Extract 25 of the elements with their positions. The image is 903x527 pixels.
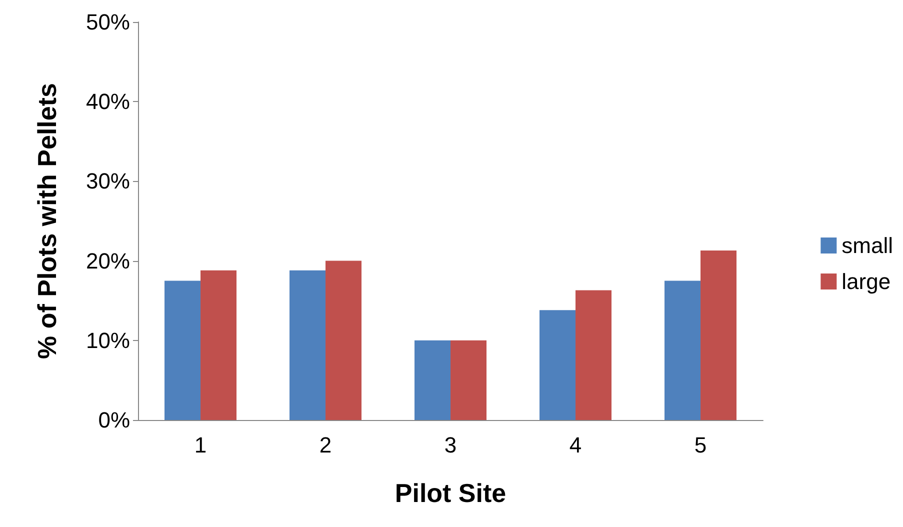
y-tick-label: 40% — [86, 89, 130, 114]
bar — [290, 270, 326, 420]
bar — [664, 280, 700, 420]
legend-label: large — [842, 269, 891, 294]
bar — [540, 310, 576, 420]
y-tick-label: 10% — [86, 328, 130, 353]
x-tick-label: 2 — [319, 432, 332, 458]
bar — [576, 290, 612, 420]
x-tick-label: 5 — [694, 432, 707, 458]
x-axis-title: Pilot Site — [394, 478, 506, 508]
bar — [450, 340, 486, 420]
y-tick-label: 20% — [86, 248, 130, 274]
bar — [326, 260, 362, 420]
bar — [164, 280, 200, 420]
x-tick-label: 4 — [569, 432, 582, 458]
x-tick-label: 1 — [194, 432, 207, 458]
y-tick-label: 0% — [98, 408, 130, 432]
bar — [414, 340, 450, 420]
y-tick-label: 50% — [86, 10, 130, 34]
x-tick-label: 3 — [444, 432, 457, 458]
legend-label: small — [842, 233, 894, 258]
bar — [700, 250, 736, 420]
bar — [200, 270, 236, 420]
y-tick-label: 30% — [86, 168, 130, 194]
y-axis-title: % of Plots with Pellets — [32, 83, 62, 359]
